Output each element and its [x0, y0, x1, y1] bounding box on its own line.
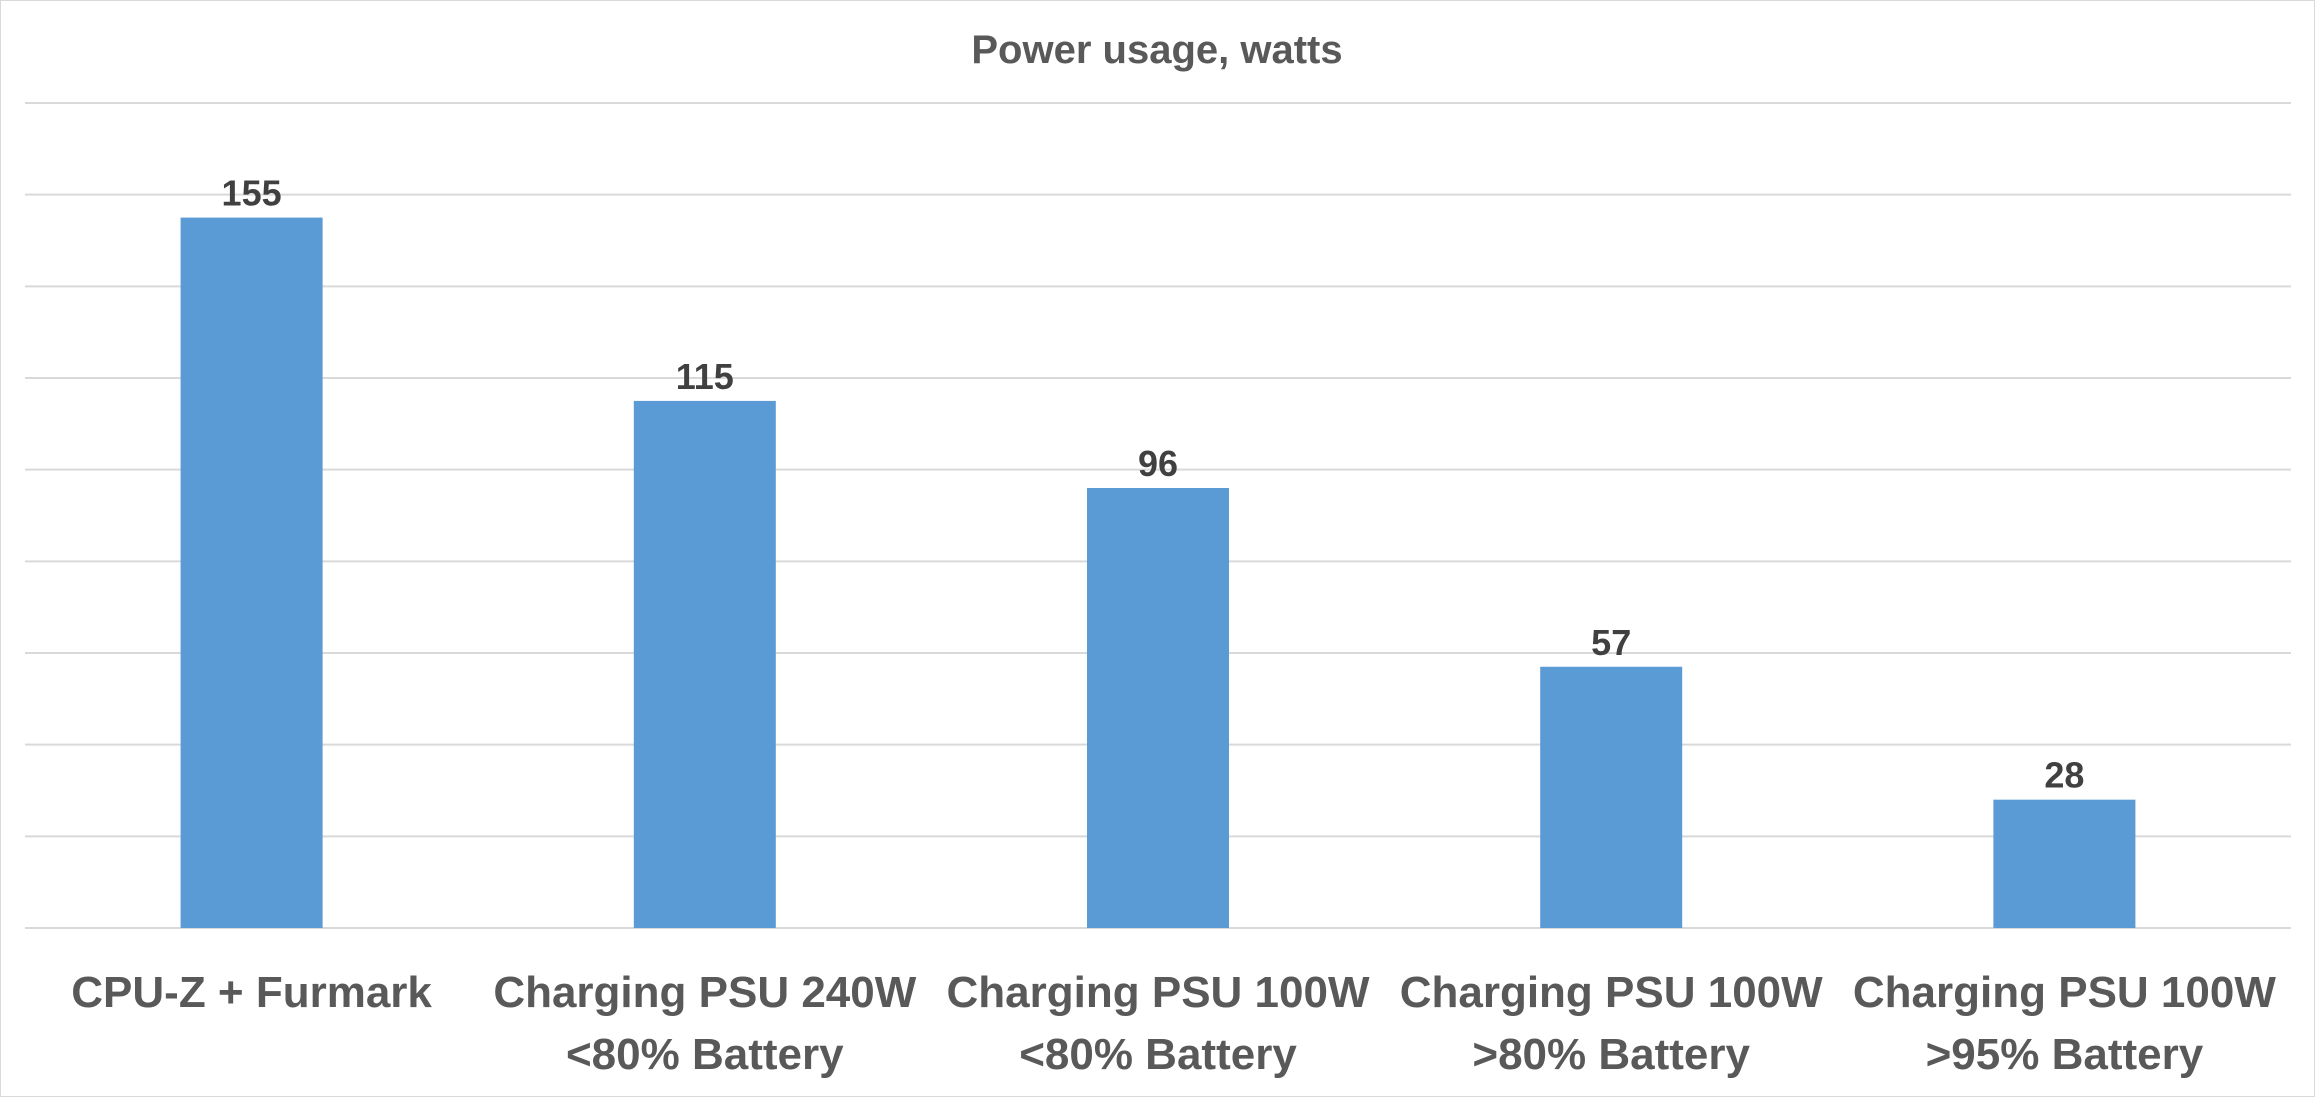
- category-label: Charging PSU 240W <80% Battery: [493, 968, 916, 1079]
- data-label: 155: [222, 173, 282, 214]
- category-label: Charging PSU 100W <80% Battery: [947, 968, 1370, 1079]
- bar: [1087, 488, 1229, 928]
- category-label: CPU-Z + Furmark: [71, 968, 432, 1017]
- data-labels: 155 115 96 57 28: [222, 173, 2085, 796]
- category-label: Charging PSU 100W >80% Battery: [1400, 968, 1823, 1079]
- category-label-line: >95% Battery: [1926, 1030, 2204, 1079]
- data-label: 28: [2044, 755, 2084, 796]
- category-label-line: Charging PSU 100W: [1853, 968, 2276, 1017]
- bars: [180, 217, 2136, 929]
- data-label: 96: [1138, 443, 1178, 484]
- data-label: 57: [1591, 622, 1631, 663]
- chart-title: Power usage, watts: [971, 28, 1342, 72]
- category-label-line: Charging PSU 100W: [947, 968, 1370, 1017]
- bar: [1993, 799, 2136, 928]
- bar: [180, 217, 323, 929]
- category-label-line: Charging PSU 100W: [1400, 968, 1823, 1017]
- category-labels: CPU-Z + Furmark Charging PSU 240W <80% Bat…: [71, 968, 2276, 1079]
- category-label: Charging PSU 100W >95% Battery: [1853, 968, 2276, 1079]
- category-label-line: >80% Battery: [1472, 1030, 1750, 1079]
- category-label-line: CPU-Z + Furmark: [71, 968, 432, 1017]
- bar: [633, 400, 776, 929]
- category-label-line: <80% Battery: [566, 1030, 844, 1079]
- category-label-line: <80% Battery: [1019, 1030, 1297, 1079]
- category-label-line: Charging PSU 240W: [493, 968, 916, 1017]
- bar: [1540, 666, 1683, 928]
- data-label: 115: [676, 356, 734, 397]
